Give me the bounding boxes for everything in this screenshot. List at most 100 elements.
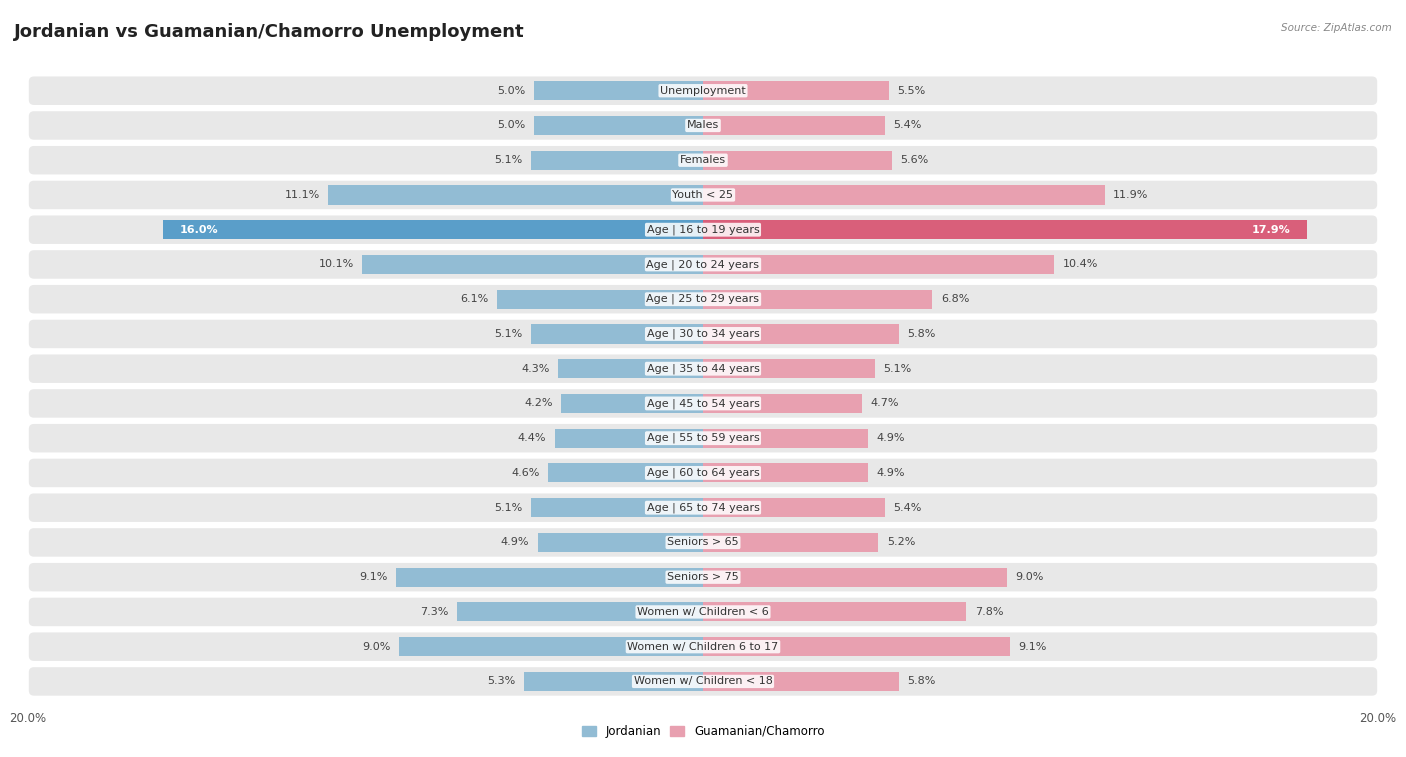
- Text: 4.3%: 4.3%: [522, 363, 550, 374]
- FancyBboxPatch shape: [28, 632, 1378, 661]
- Text: Males: Males: [688, 120, 718, 130]
- Text: 6.8%: 6.8%: [941, 294, 969, 304]
- Bar: [28, 282, 1378, 316]
- Bar: [703, 463, 869, 482]
- Bar: [703, 151, 891, 170]
- Bar: [28, 629, 1378, 664]
- FancyBboxPatch shape: [28, 667, 1378, 696]
- FancyBboxPatch shape: [28, 354, 1378, 383]
- Bar: [554, 428, 703, 447]
- FancyBboxPatch shape: [28, 76, 1378, 105]
- Text: Jordanian vs Guamanian/Chamorro Unemployment: Jordanian vs Guamanian/Chamorro Unemploy…: [14, 23, 524, 41]
- Bar: [28, 664, 1378, 699]
- Bar: [28, 108, 1378, 143]
- Text: 9.1%: 9.1%: [1018, 642, 1047, 652]
- Text: Seniors > 75: Seniors > 75: [666, 572, 740, 582]
- Bar: [703, 290, 932, 309]
- Bar: [534, 81, 703, 100]
- Text: 4.4%: 4.4%: [517, 433, 546, 443]
- Bar: [28, 247, 1378, 282]
- Bar: [163, 220, 703, 239]
- Bar: [399, 637, 703, 656]
- FancyBboxPatch shape: [28, 494, 1378, 522]
- Text: Women w/ Children < 6: Women w/ Children < 6: [637, 607, 769, 617]
- Bar: [703, 672, 898, 691]
- Bar: [363, 255, 703, 274]
- Bar: [28, 316, 1378, 351]
- Bar: [703, 533, 879, 552]
- Text: 4.6%: 4.6%: [510, 468, 540, 478]
- Text: 4.9%: 4.9%: [501, 537, 529, 547]
- FancyBboxPatch shape: [28, 319, 1378, 348]
- Bar: [28, 421, 1378, 456]
- Bar: [329, 185, 703, 204]
- Bar: [561, 394, 703, 413]
- Bar: [28, 594, 1378, 629]
- Bar: [28, 560, 1378, 594]
- Text: 5.5%: 5.5%: [897, 86, 925, 95]
- Text: 5.8%: 5.8%: [907, 677, 935, 687]
- Text: 10.4%: 10.4%: [1063, 260, 1098, 269]
- Text: 7.3%: 7.3%: [420, 607, 449, 617]
- Text: 5.4%: 5.4%: [894, 503, 922, 512]
- Bar: [28, 525, 1378, 560]
- Text: 5.8%: 5.8%: [907, 329, 935, 339]
- Bar: [498, 290, 703, 309]
- Bar: [28, 178, 1378, 212]
- Bar: [534, 116, 703, 135]
- Bar: [531, 325, 703, 344]
- Text: Age | 25 to 29 years: Age | 25 to 29 years: [647, 294, 759, 304]
- FancyBboxPatch shape: [28, 216, 1378, 244]
- Text: 6.1%: 6.1%: [461, 294, 489, 304]
- Text: 5.4%: 5.4%: [894, 120, 922, 130]
- Text: 7.8%: 7.8%: [974, 607, 1002, 617]
- Text: 5.2%: 5.2%: [887, 537, 915, 547]
- Text: 4.9%: 4.9%: [877, 433, 905, 443]
- Text: Women w/ Children 6 to 17: Women w/ Children 6 to 17: [627, 642, 779, 652]
- Text: Age | 55 to 59 years: Age | 55 to 59 years: [647, 433, 759, 444]
- FancyBboxPatch shape: [28, 424, 1378, 453]
- FancyBboxPatch shape: [28, 181, 1378, 209]
- Text: 5.1%: 5.1%: [495, 155, 523, 165]
- Text: Source: ZipAtlas.com: Source: ZipAtlas.com: [1281, 23, 1392, 33]
- Bar: [28, 212, 1378, 247]
- Bar: [703, 568, 1007, 587]
- Text: Age | 16 to 19 years: Age | 16 to 19 years: [647, 225, 759, 235]
- Bar: [396, 568, 703, 587]
- Text: Age | 30 to 34 years: Age | 30 to 34 years: [647, 329, 759, 339]
- Text: 5.1%: 5.1%: [883, 363, 911, 374]
- Bar: [537, 533, 703, 552]
- Bar: [548, 463, 703, 482]
- Text: 10.1%: 10.1%: [319, 260, 354, 269]
- FancyBboxPatch shape: [28, 285, 1378, 313]
- Bar: [28, 386, 1378, 421]
- Bar: [457, 603, 703, 621]
- Text: Youth < 25: Youth < 25: [672, 190, 734, 200]
- Bar: [703, 220, 1308, 239]
- Text: Age | 65 to 74 years: Age | 65 to 74 years: [647, 503, 759, 513]
- Bar: [703, 394, 862, 413]
- FancyBboxPatch shape: [28, 146, 1378, 174]
- Bar: [703, 325, 898, 344]
- Text: Age | 20 to 24 years: Age | 20 to 24 years: [647, 259, 759, 269]
- FancyBboxPatch shape: [28, 459, 1378, 488]
- Text: 5.0%: 5.0%: [498, 86, 526, 95]
- Bar: [703, 116, 886, 135]
- Text: 11.9%: 11.9%: [1114, 190, 1149, 200]
- Bar: [524, 672, 703, 691]
- Text: Age | 60 to 64 years: Age | 60 to 64 years: [647, 468, 759, 478]
- Text: 4.2%: 4.2%: [524, 398, 553, 409]
- Bar: [28, 491, 1378, 525]
- Text: 4.7%: 4.7%: [870, 398, 898, 409]
- Bar: [703, 428, 869, 447]
- Text: 17.9%: 17.9%: [1251, 225, 1291, 235]
- Bar: [703, 603, 966, 621]
- Text: 5.1%: 5.1%: [495, 503, 523, 512]
- FancyBboxPatch shape: [28, 111, 1378, 140]
- Bar: [703, 359, 875, 378]
- FancyBboxPatch shape: [28, 389, 1378, 418]
- Bar: [28, 143, 1378, 178]
- Text: 5.6%: 5.6%: [900, 155, 928, 165]
- Bar: [531, 498, 703, 517]
- Text: 11.1%: 11.1%: [285, 190, 321, 200]
